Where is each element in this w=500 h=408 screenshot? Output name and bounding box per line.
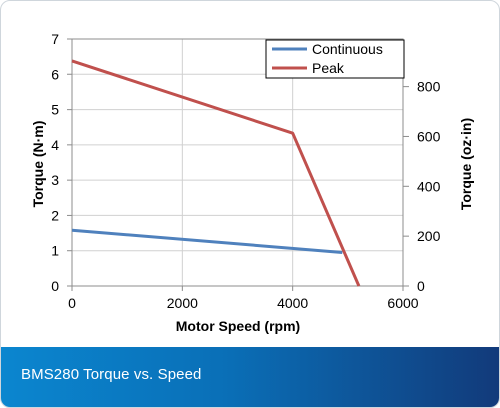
y-left-tick-label: 6 (51, 66, 59, 82)
caption-bar: BMS280 Torque vs. Speed (1, 347, 499, 407)
y-right-tick-label: 600 (417, 128, 441, 144)
x-axis-label: Motor Speed (rpm) (176, 318, 300, 334)
legend: Continuous Peak (265, 39, 405, 79)
x-tick-label: 6000 (387, 295, 418, 311)
y-right-tick-label: 200 (417, 228, 441, 244)
y-left-tick-label: 2 (51, 207, 59, 223)
y-right-tick-label: 0 (417, 278, 425, 294)
y-right-tick-label: 400 (417, 178, 441, 194)
x-tick-label: 2000 (167, 295, 198, 311)
axis-ticks (67, 38, 409, 291)
y-left-tick-label: 7 (51, 31, 59, 47)
y-axis-left-label: Torque (N·m) (30, 121, 46, 208)
legend-box (265, 39, 405, 79)
legend-label-continuous: Continuous (312, 41, 383, 57)
grid-lines (72, 39, 403, 286)
x-tick-label: 4000 (277, 295, 308, 311)
y-left-tick-label: 0 (51, 278, 59, 294)
series-line-continuous (71, 228, 343, 254)
legend-label-peak: Peak (312, 60, 345, 76)
series-line-peak (71, 59, 361, 287)
x-tick-label: 0 (68, 295, 76, 311)
series-lines (71, 59, 361, 287)
y-axis-right-label: Torque (oz·in) (458, 118, 474, 210)
y-left-tick-label: 5 (51, 102, 59, 118)
y-left-tick-label: 1 (51, 243, 59, 259)
y-left-tick-label: 4 (51, 137, 59, 153)
caption-text: BMS280 Torque vs. Speed (21, 366, 202, 383)
y-right-tick-label: 800 (417, 79, 441, 95)
plot-area-frame (71, 38, 404, 287)
y-left-tick-label: 3 (51, 172, 59, 188)
